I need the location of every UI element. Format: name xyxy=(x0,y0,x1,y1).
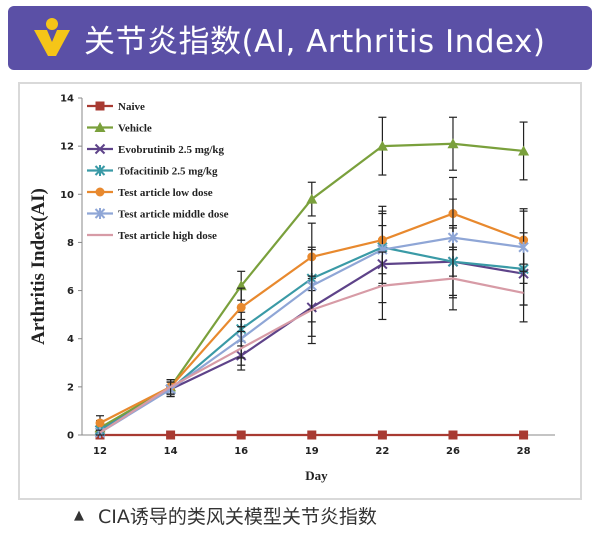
series-6 xyxy=(96,246,528,436)
x-tick-label: 12 xyxy=(93,446,107,457)
triangle-bullet-icon: ▲ xyxy=(74,507,84,523)
data-point xyxy=(447,232,459,244)
data-point xyxy=(306,193,318,204)
y-tick-label: 8 xyxy=(67,238,74,249)
x-tick-label: 22 xyxy=(375,446,389,457)
legend-entry-1: Vehicle xyxy=(87,122,152,135)
legend-label: Vehicle xyxy=(118,123,152,135)
y-tick-label: 6 xyxy=(67,286,74,297)
legend-entry-5: Test article middle dose xyxy=(87,208,229,221)
data-point xyxy=(447,138,459,149)
figure-caption: ▲ CIA诱导的类风关模型关节炎指数 xyxy=(74,500,377,530)
data-point xyxy=(376,140,388,151)
y-tick-label: 0 xyxy=(67,431,74,442)
y-tick-label: 4 xyxy=(67,334,74,345)
legend-marker xyxy=(95,101,105,111)
data-point xyxy=(236,430,246,440)
legend-label: Tofacitinib 2.5 mg/kg xyxy=(118,166,218,178)
series-line xyxy=(99,277,524,434)
x-axis-title: Day xyxy=(305,468,328,483)
legend-entry-4: Test article low dose xyxy=(87,187,213,199)
x-tick-label: 14 xyxy=(164,446,178,457)
legend-marker xyxy=(95,187,105,197)
x-tick-label: 19 xyxy=(305,446,319,457)
data-point xyxy=(518,241,529,253)
chart-panel: 0 2 4 6 8 10 12 14 12 14 16 19 22 26 28 Day Arthritis In… xyxy=(18,82,582,500)
series-0 xyxy=(95,430,529,440)
header-banner: 关节炎指数(AI, Arthritis Index) xyxy=(8,6,592,70)
arthritis-index-chart: 0 2 4 6 8 10 12 14 12 14 16 19 22 26 28 Day Arthritis In… xyxy=(28,94,555,483)
legend-label: Evobrutinib 2.5 mg/kg xyxy=(118,144,225,156)
logo-icon xyxy=(30,16,74,60)
y-axis-title: Arthritis Index(AI) xyxy=(28,188,49,345)
y-tick-label: 14 xyxy=(60,94,74,105)
legend-marker xyxy=(94,122,106,132)
legend-entry-0: Naive xyxy=(87,101,145,113)
legend-marker xyxy=(94,208,106,219)
data-point xyxy=(518,145,530,156)
y-tick-label: 12 xyxy=(60,142,74,153)
y-tick-label: 2 xyxy=(67,382,74,393)
legend-entry-3: Tofacitinib 2.5 mg/kg xyxy=(87,165,218,178)
data-point xyxy=(377,430,387,440)
data-point xyxy=(519,430,529,440)
legend-label: Naive xyxy=(118,101,145,113)
data-point xyxy=(95,418,105,428)
legend-label: Test article high dose xyxy=(118,230,217,242)
y-tick-label: 10 xyxy=(60,190,74,201)
data-point xyxy=(307,430,317,440)
legend-marker xyxy=(94,143,106,155)
legend-entry-6: Test article high dose xyxy=(87,230,217,242)
legend-label: Test article low dose xyxy=(118,187,213,199)
legend-marker xyxy=(94,165,106,176)
data-point xyxy=(236,302,246,312)
x-tick-label: 26 xyxy=(446,446,460,457)
data-point xyxy=(166,430,176,440)
caption-text: CIA诱导的类风关模型关节炎指数 xyxy=(98,505,377,528)
legend-entry-2: Evobrutinib 2.5 mg/kg xyxy=(87,143,225,156)
x-tick-label: 16 xyxy=(234,446,248,457)
page-title: 关节炎指数(AI, Arthritis Index) xyxy=(84,23,546,60)
data-point xyxy=(448,430,458,440)
x-tick-label: 28 xyxy=(517,446,531,457)
legend-label: Test article middle dose xyxy=(118,209,229,221)
